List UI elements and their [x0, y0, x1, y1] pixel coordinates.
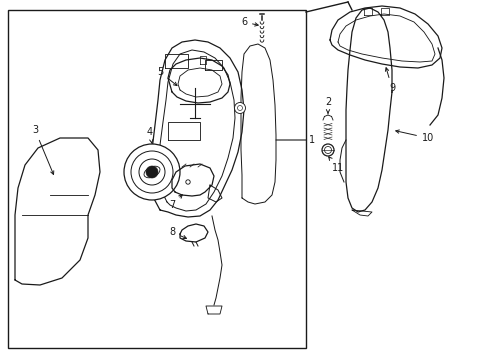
- Polygon shape: [180, 224, 207, 242]
- Polygon shape: [329, 6, 441, 68]
- Circle shape: [234, 103, 245, 113]
- Polygon shape: [168, 58, 229, 103]
- Polygon shape: [172, 164, 214, 196]
- Polygon shape: [205, 306, 222, 314]
- Polygon shape: [380, 8, 388, 15]
- Circle shape: [124, 144, 180, 200]
- Text: 7: 7: [168, 195, 182, 210]
- Text: 8: 8: [168, 227, 186, 239]
- Circle shape: [146, 166, 158, 178]
- Text: 10: 10: [395, 130, 433, 143]
- Text: 2: 2: [324, 97, 330, 113]
- Text: 9: 9: [385, 68, 394, 93]
- Text: 5: 5: [157, 67, 177, 86]
- Polygon shape: [207, 185, 222, 202]
- Bar: [8, 10, 305, 348]
- Circle shape: [321, 144, 333, 156]
- Text: 3: 3: [32, 125, 54, 175]
- Polygon shape: [346, 8, 391, 212]
- Text: 11: 11: [328, 157, 344, 173]
- Polygon shape: [15, 138, 100, 285]
- Text: 6: 6: [241, 17, 258, 27]
- Text: 1: 1: [275, 135, 314, 145]
- Text: 4: 4: [146, 127, 153, 143]
- Polygon shape: [363, 8, 371, 15]
